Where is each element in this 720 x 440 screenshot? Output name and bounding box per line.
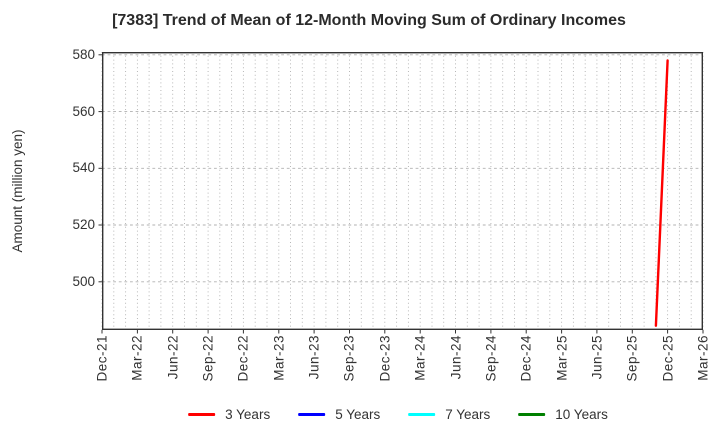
x-tick-label-text: Mar-25 [554, 335, 570, 381]
legend-line-swatch [188, 413, 216, 416]
y-tick-label: 520 [72, 217, 95, 233]
x-tick-label: Dec-23 [377, 335, 392, 387]
x-tick-label: Mar-25 [554, 335, 569, 386]
legend-label: 5 Years [335, 407, 381, 422]
plot-area [98, 51, 704, 334]
x-tick-label: Mar-26 [696, 335, 711, 386]
chart-title: [7383] Trend of Mean of 12-Month Moving … [112, 12, 626, 29]
legend-label: 7 Years [445, 407, 491, 422]
legend: 3 Years 5 Years 7 Years 10 Years [188, 407, 608, 422]
x-tick-label-text: Dec-22 [235, 335, 251, 382]
y-tick-label: 500 [72, 273, 95, 289]
x-tick-label-text: Dec-24 [518, 335, 534, 382]
x-tick-label-text: Dec-25 [660, 335, 676, 382]
x-tick-label-text: Sep-23 [341, 335, 357, 382]
x-tick-label-text: Dec-21 [94, 335, 110, 382]
x-tick-label-text: Sep-24 [483, 335, 499, 382]
x-tick-label-text: Jun-25 [589, 335, 605, 380]
x-tick-label: Dec-24 [519, 335, 534, 387]
x-tick-label: Mar-22 [130, 335, 145, 386]
legend-line-swatch [518, 413, 546, 416]
legend-item: 10 Years [518, 407, 608, 422]
legend-line-swatch [408, 413, 436, 416]
x-tick-label: Sep-25 [625, 335, 640, 387]
legend-item: 3 Years [188, 407, 270, 422]
x-tick-label-text: Jun-22 [165, 335, 181, 380]
y-tick-label: 540 [72, 160, 95, 176]
x-tick-label: Mar-23 [271, 335, 286, 386]
x-tick-label: Jun-22 [165, 335, 180, 384]
legend-line-swatch [298, 413, 326, 416]
x-tick-label: Dec-22 [236, 335, 251, 387]
y-tick-label: 580 [72, 46, 95, 62]
legend-item: 5 Years [298, 407, 380, 422]
x-tick-label: Dec-25 [660, 335, 675, 387]
x-tick-label-text: Jun-24 [448, 335, 464, 380]
y-tick-label: 560 [72, 103, 95, 119]
x-tick-label-text: Sep-25 [624, 335, 640, 382]
x-tick-label-text: Mar-23 [271, 335, 287, 381]
x-tick-label: Sep-22 [201, 335, 216, 387]
x-tick-label-text: Sep-22 [200, 335, 216, 382]
x-tick-label-text: Mar-22 [129, 335, 145, 381]
x-tick-label-text: Mar-26 [695, 335, 711, 381]
x-tick-label: Sep-24 [483, 335, 498, 387]
x-tick-label: Sep-23 [342, 335, 357, 387]
plot-border [101, 51, 703, 331]
x-tick-label: Jun-23 [307, 335, 322, 384]
x-tick-label: Jun-24 [448, 335, 463, 384]
legend-label: 3 Years [225, 407, 271, 422]
legend-item: 7 Years [408, 407, 490, 422]
legend-label: 10 Years [555, 407, 608, 422]
x-tick-label-text: Mar-24 [412, 335, 428, 381]
x-tick-label: Dec-21 [95, 335, 110, 387]
x-tick-label: Jun-25 [589, 335, 604, 384]
x-tick-label-text: Dec-23 [377, 335, 393, 382]
x-tick-label: Mar-24 [413, 335, 428, 386]
x-tick-label-text: Jun-23 [306, 335, 322, 380]
series-line [654, 59, 669, 327]
